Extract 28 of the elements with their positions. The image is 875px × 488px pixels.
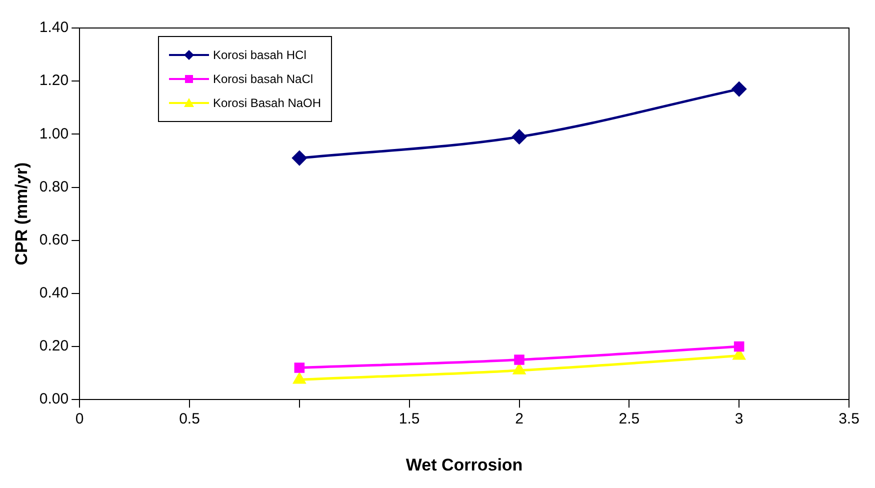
y-tick-label: 1.20 [39, 72, 69, 90]
y-tick-label: 0.40 [39, 284, 69, 302]
y-tick-label: 0.20 [39, 338, 69, 355]
point [292, 150, 307, 166]
point [732, 82, 746, 96]
point [514, 354, 524, 365]
legend-label: Korosi basah NaCl [213, 72, 314, 86]
x-tick-label: 2 [515, 410, 524, 428]
legend-label: Korosi basah HCl [213, 48, 306, 62]
y-tick-label: 1.40 [39, 19, 69, 36]
y-tick-label: 0.80 [39, 178, 69, 196]
y-tick-label: 1.00 [39, 125, 69, 142]
x-tick-label: 1.5 [398, 410, 420, 428]
x-tick-label: 3.5 [838, 410, 860, 428]
x-tick-label: 2.5 [618, 410, 640, 428]
y-tick-label: 0.60 [39, 231, 69, 248]
point [513, 364, 526, 374]
x-axis-title: Wet Corrosion [406, 455, 523, 474]
point [734, 341, 744, 352]
y-axis-title: CPR (mm/yr) [12, 162, 31, 266]
x-tick-label: 0.5 [179, 410, 200, 428]
x-tick-label: 3 [734, 410, 744, 428]
point [512, 130, 527, 144]
legend-label: Korosi Basah NaOH [213, 96, 322, 110]
y-tick-label: 0.00 [39, 390, 69, 408]
x-tick-label: 0 [75, 410, 84, 428]
point [294, 362, 305, 373]
point [293, 372, 306, 384]
